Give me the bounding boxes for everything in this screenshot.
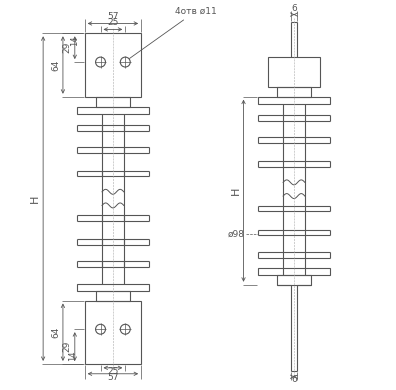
Text: 29: 29 (63, 341, 72, 352)
Bar (268, 57, 320, 87)
Bar (277, 275, 311, 285)
Text: 14: 14 (69, 351, 77, 361)
Text: 64: 64 (51, 59, 60, 71)
Text: H: H (230, 186, 240, 195)
Bar (77, 284, 148, 291)
Bar (77, 106, 148, 113)
Text: 25: 25 (107, 367, 118, 376)
Text: 57: 57 (107, 12, 119, 21)
Bar (258, 268, 329, 275)
Bar (96, 291, 130, 301)
Text: 6: 6 (291, 375, 297, 384)
Text: H: H (30, 195, 40, 203)
Bar (85, 301, 141, 364)
Text: 25: 25 (107, 18, 118, 27)
Text: ø98: ø98 (228, 230, 244, 239)
Text: 6: 6 (291, 4, 297, 12)
Text: 64: 64 (51, 326, 60, 338)
Text: 57: 57 (107, 373, 119, 382)
Bar (277, 87, 311, 97)
Text: 14: 14 (70, 35, 79, 46)
Text: 4отв ø11: 4отв ø11 (129, 7, 217, 59)
Bar (85, 34, 141, 97)
Bar (96, 97, 130, 106)
Bar (258, 97, 329, 104)
Text: 29: 29 (63, 42, 72, 53)
